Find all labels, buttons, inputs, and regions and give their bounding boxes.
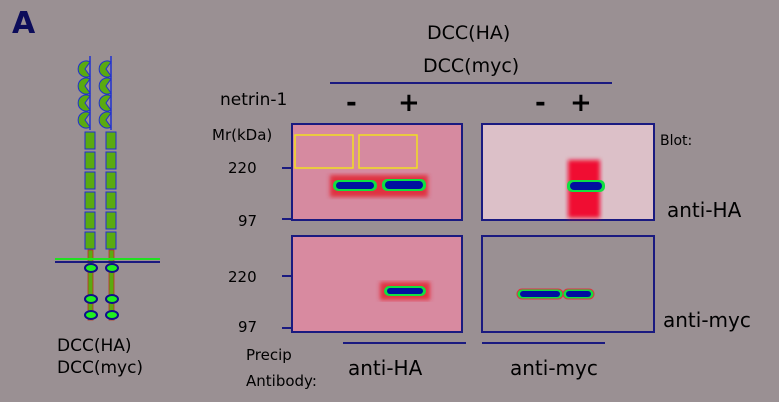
lane-3: -: [535, 88, 546, 118]
lane-2: +: [398, 88, 420, 118]
precip-ha-line: [343, 342, 466, 344]
blot-ip-ha-anti-myc: [291, 235, 463, 333]
header-bottom: DCC(myc): [423, 55, 520, 77]
blot-anti-myc: anti-myc: [663, 308, 751, 332]
lane-4: +: [570, 88, 592, 118]
blot-anti-ha: anti-HA: [667, 198, 742, 222]
panel-label: A: [12, 6, 36, 41]
construct-label-ha: DCC(HA): [57, 336, 132, 356]
precip-line2: Antibody:: [246, 372, 317, 390]
blot-ip-myc-anti-ha: [481, 123, 655, 221]
blot-label: Blot:: [660, 133, 693, 149]
marker-bottom-220: 220: [228, 268, 257, 286]
precip-anti-ha: anti-HA: [348, 356, 423, 380]
marker-bottom-97: 97: [238, 318, 258, 336]
lane-1: -: [346, 88, 357, 118]
dcc-diagram: [55, 56, 160, 321]
treatment-label: netrin-1: [220, 90, 288, 110]
marker-top-97: 97: [238, 212, 258, 230]
precip-myc-line: [482, 342, 605, 344]
header-top: DCC(HA): [427, 22, 511, 44]
blot-ip-myc-anti-myc: [481, 235, 655, 333]
precip-line1: Precip: [246, 346, 292, 364]
blot-ip-ha-anti-ha: [291, 123, 463, 221]
marker-top-220: 220: [228, 159, 257, 177]
mr-label: Mr(kDa): [212, 126, 273, 144]
precip-anti-myc: anti-myc: [510, 356, 598, 380]
header-line: [330, 82, 612, 84]
construct-label-myc: DCC(myc): [57, 358, 144, 378]
